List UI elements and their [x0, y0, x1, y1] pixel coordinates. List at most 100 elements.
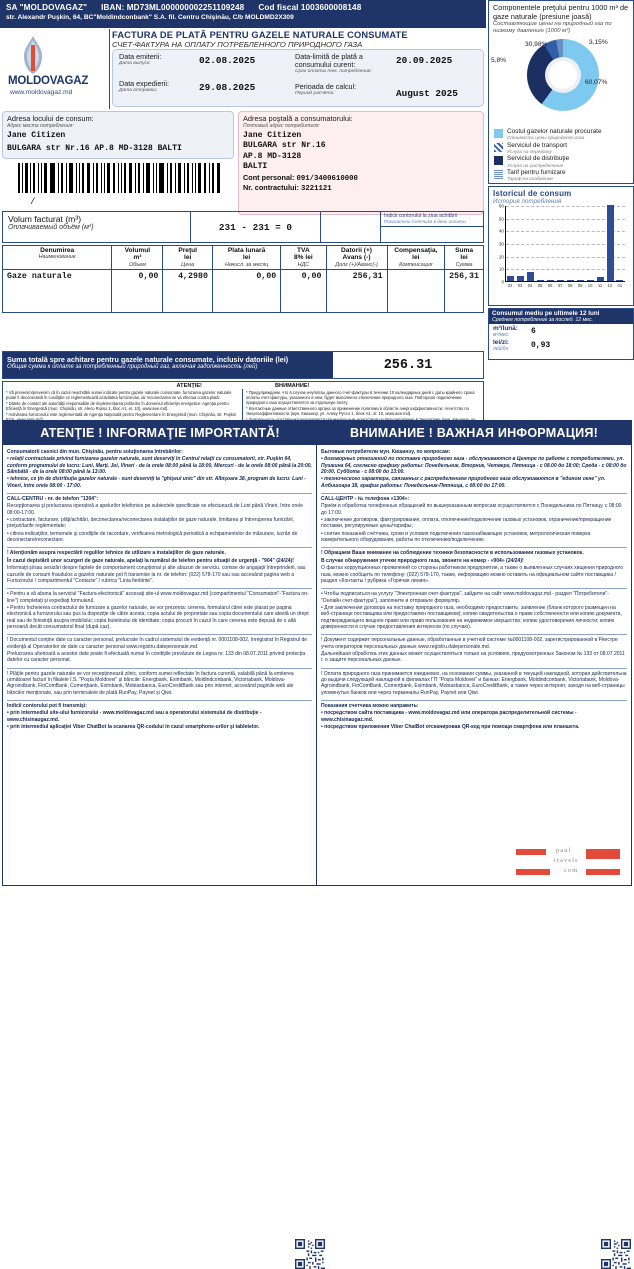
info-line: • relaţii contractuale privind furnizare… [7, 456, 312, 476]
info-line: Приём и обработка телефонных обращений п… [321, 503, 622, 516]
fiscal-code: 1003600008148 [300, 3, 362, 12]
average-title-ru: Среднее потребление за послед. 12 мес. [492, 317, 593, 323]
info-heading-ro: ATENŢIE ! INFORMAŢIE IMPORTANTĂ! [40, 426, 280, 440]
history-bar-chart: 60 50 40 30 20 10 0 [492, 204, 630, 294]
y-tick: 50 [498, 216, 504, 222]
info-line: • договорных отношений по поставке приро… [321, 456, 627, 476]
bar [537, 280, 545, 281]
issue-date-label-ru: Дата выпуск: [119, 60, 151, 66]
info-line: Consumatorii casnici din mun. Chişinău, … [7, 449, 183, 455]
info-line: Prelucrarea ulterioară a acestor date po… [7, 650, 306, 664]
barcode [18, 163, 220, 193]
legend-item: Tarif pentru furnizare Тариф на снабжени… [494, 169, 629, 181]
postal-address-panel: Adresa poştală a consumatorului: Почтовы… [238, 111, 484, 215]
x-tick: 09 [577, 283, 583, 288]
cell-vat: 0,00 [280, 269, 327, 283]
x-tick: 05 [537, 283, 543, 288]
issue-date-label-ro: Data emiterii: [119, 52, 162, 61]
donut-label-supply: 3,15% [589, 38, 608, 46]
bar [507, 275, 515, 281]
x-tick: 10 [587, 283, 593, 288]
info-line: CALL-ЦЕНТР - № телефона «1304»: [321, 496, 410, 503]
info-section: ! Оплата природного газа принимается еже… [321, 669, 627, 701]
bar [517, 275, 525, 281]
due-date-value: 20.09.2025 [396, 55, 453, 66]
meter-reading-label-ru: Показатели счетчика в день оплаты [384, 219, 467, 224]
company-name: SA "MOLDOVAGAZ" [6, 3, 88, 12]
info-section: Показания счетчика можно направить: • по… [321, 701, 627, 734]
invoice-title-ro: FACTURA DE PLATĂ PENTRU GAZELE NATURALE … [112, 30, 408, 40]
info-line: CALL-CENTRU - nr. de telefon "1304": [7, 496, 99, 503]
bar [596, 277, 604, 281]
info-line: ! Atenţionăm asupra respectării regulilo… [7, 550, 226, 557]
bar [576, 280, 584, 281]
cell-sum: 256,31 [444, 269, 484, 283]
plot-area [505, 205, 625, 282]
info-section: ! Документ содержит персональные данные,… [321, 635, 627, 669]
price-components-panel: Componentele preţului pentru 1000 m³ de … [488, 0, 634, 184]
y-tick: 30 [498, 241, 504, 247]
postal-address-label: Adresa poştală a consumatorului: [243, 114, 353, 123]
x-tick: 03 [517, 283, 523, 288]
info-line: Indicii contorului pot fi transmişi: [7, 703, 87, 709]
donut-label-procured: 60,07% [585, 78, 608, 86]
th-plata-lunara: Plata lunară lei Начисл. за месяц [211, 245, 282, 270]
legend-label-ru: Тариф на снабжение [507, 176, 554, 182]
ship-date-value: 29.08.2025 [199, 82, 256, 93]
info-section: Consumatorii casnici din mun. Chişinău, … [7, 447, 312, 495]
fineprint-heading-ru: ВНИМАНИЕ! [274, 383, 310, 389]
total-amount: 256.31 [383, 357, 433, 373]
average-month-label: m³/lună: [493, 325, 518, 332]
table-row: Gaze naturale 0,00 4,2980 0,00 0,00 256,… [1, 269, 484, 283]
y-tick: 40 [498, 228, 504, 234]
iban-label: IBAN: [101, 3, 125, 12]
qr-code-ro[interactable] [295, 1239, 325, 1269]
meter-reading-label: Indicii contorului la ziua achitării [384, 213, 457, 219]
info-line: • Чтобы подписаться на услугу "Электронн… [321, 591, 609, 604]
x-tick: 06 [547, 283, 553, 288]
moldovagaz-flame-icon [24, 36, 42, 74]
average-day-value: 0,93 [531, 341, 551, 350]
info-line: În cazul depistării unor scurgeri de gaz… [7, 557, 294, 564]
average-month-row: m³/lună: м³/мес: 6 [489, 324, 633, 338]
total-panel: Suma totală spre achitare pentru gazele … [2, 351, 484, 379]
info-column-ro: Consumatorii casnici din mun. Chişinău, … [3, 445, 317, 885]
info-heading-ru: ВНИМАНИЕ ! ВАЖНАЯ ИНФОРМАЦИЯ! [349, 426, 599, 440]
issue-date-label: Data emiterii: Дата выпуск: [119, 53, 229, 66]
th-pret: Preţul lei Цена [162, 245, 213, 270]
qr-code-ru[interactable] [601, 1239, 631, 1269]
info-section: Indicii contorului pot fi transmişi: • p… [7, 701, 312, 734]
info-line: • contractare, facturare, plăţi/achitări… [7, 517, 295, 530]
x-tick: 04 [527, 283, 533, 288]
donut-label-distribution: 30,98% [525, 40, 548, 48]
info-section: ! Plăţile pentru gazele naturale se vor … [7, 669, 312, 701]
info-line: • технического характера, связанных с ра… [321, 476, 606, 489]
total-label-ro: Suma totală spre achitare pentru gazele … [7, 355, 289, 364]
info-line: Бытовые потребители мун. Кишинэу, по воп… [321, 449, 451, 455]
legend-label: Costul gazelor naturale procurate [507, 127, 602, 135]
info-line: ! Оплата природного газа принимается еже… [321, 670, 627, 696]
donut-label-transport: 5,8% [491, 56, 507, 64]
bar [616, 280, 624, 281]
info-line: • prin intermediul aplicaţiei Viber Chat… [7, 724, 260, 731]
issue-date-value: 02.08.2025 [199, 55, 256, 66]
logo-url[interactable]: www.moldovagaz.md [10, 89, 73, 96]
price-chart-subtitle: Составляющие цены на природный газ по ни… [493, 21, 612, 34]
postal-address-label-ru: Почтовый адрес потребителя: [243, 123, 320, 129]
info-line: • Для заключения договора на поставку пр… [321, 604, 622, 630]
average-month-label-ru: м³/мес: [493, 332, 510, 338]
right-sidebar: Componentele preţului pentru 1000 m³ de … [488, 0, 634, 360]
info-line: • citirea indicaţiilor, termenele şi con… [7, 530, 298, 544]
info-line: В случае обнаружения утечки природного г… [321, 557, 524, 564]
watermark-line3: com [564, 867, 579, 874]
logo-wordmark: MOLDOVAGAZ [8, 75, 89, 87]
meter-reading-input[interactable] [381, 226, 483, 238]
barcode-caption: / [30, 197, 36, 207]
th-datorii: Datorii (+) Avans (-) Долг (+)/Аванс(-) [325, 245, 388, 270]
average-title: Consumul mediu pe ultimele 12 luni [492, 310, 600, 317]
fineprint-item: * Контактные данные ответственного орган… [246, 405, 469, 416]
info-section: ! Documentul conţine date cu caracter pe… [7, 635, 312, 669]
info-section: ! Обращаем Ваше внимание на соблюдение т… [321, 548, 627, 590]
personal-account-value: 091/3400610000 [296, 175, 358, 184]
